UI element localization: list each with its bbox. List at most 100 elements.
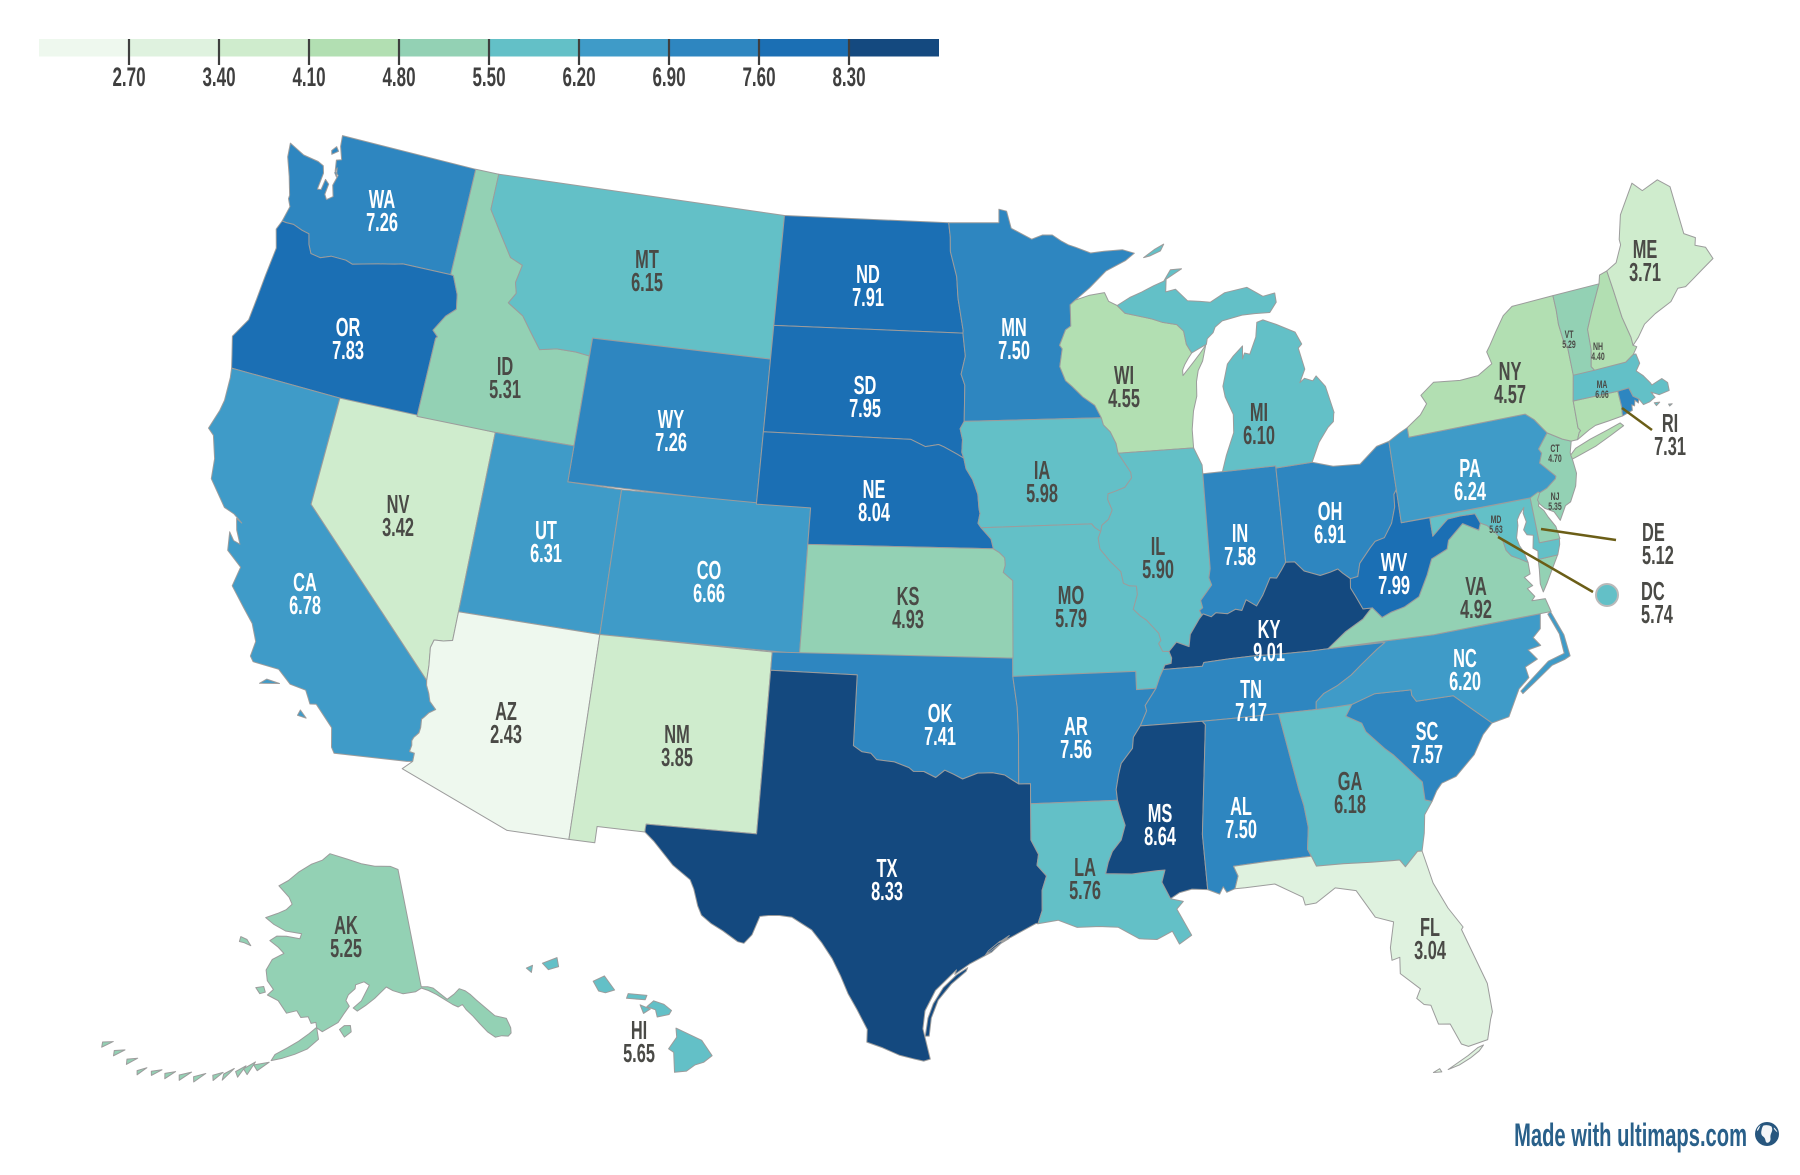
svg-text:OK: OK bbox=[928, 698, 953, 728]
svg-text:4.40: 4.40 bbox=[1591, 350, 1604, 362]
svg-text:3.40: 3.40 bbox=[202, 62, 235, 92]
svg-text:3.71: 3.71 bbox=[1629, 257, 1661, 287]
svg-text:5.76: 5.76 bbox=[1069, 875, 1101, 905]
svg-text:6.24: 6.24 bbox=[1454, 476, 1486, 506]
svg-text:MA: MA bbox=[1597, 378, 1608, 390]
svg-text:7.95: 7.95 bbox=[849, 393, 881, 423]
svg-text:Made with ultimaps.com: Made with ultimaps.com bbox=[1514, 1117, 1747, 1153]
svg-text:4.57: 4.57 bbox=[1494, 379, 1526, 409]
svg-text:RI: RI bbox=[1662, 408, 1678, 438]
svg-text:NC: NC bbox=[1453, 643, 1477, 673]
svg-text:7.17: 7.17 bbox=[1235, 697, 1267, 727]
svg-text:SD: SD bbox=[854, 370, 877, 400]
svg-text:5.31: 5.31 bbox=[489, 374, 521, 404]
svg-text:7.99: 7.99 bbox=[1378, 570, 1410, 600]
svg-text:4.55: 4.55 bbox=[1108, 383, 1140, 413]
svg-text:7.26: 7.26 bbox=[655, 427, 687, 457]
svg-text:7.60: 7.60 bbox=[742, 62, 775, 92]
svg-text:7.50: 7.50 bbox=[1225, 814, 1257, 844]
svg-text:6.78: 6.78 bbox=[289, 590, 321, 620]
svg-text:KS: KS bbox=[897, 581, 920, 611]
svg-text:AZ: AZ bbox=[495, 696, 517, 726]
svg-text:SC: SC bbox=[1416, 716, 1439, 746]
svg-text:IL: IL bbox=[1151, 531, 1166, 561]
svg-text:8.33: 8.33 bbox=[871, 876, 903, 906]
svg-text:7.83: 7.83 bbox=[332, 335, 364, 365]
svg-text:5.65: 5.65 bbox=[623, 1038, 655, 1068]
svg-text:NM: NM bbox=[664, 719, 689, 749]
svg-text:6.90: 6.90 bbox=[652, 62, 685, 92]
svg-text:6.20: 6.20 bbox=[1449, 666, 1481, 696]
svg-text:5.79: 5.79 bbox=[1055, 603, 1087, 633]
svg-text:OR: OR bbox=[336, 312, 361, 342]
svg-text:TN: TN bbox=[1240, 674, 1262, 704]
svg-text:ND: ND bbox=[856, 259, 880, 289]
svg-text:WV: WV bbox=[1381, 547, 1408, 577]
svg-text:PA: PA bbox=[1459, 453, 1481, 483]
svg-text:7.91: 7.91 bbox=[852, 282, 884, 312]
svg-text:CA: CA bbox=[293, 567, 317, 597]
svg-text:5.74: 5.74 bbox=[1641, 599, 1673, 629]
svg-text:5.63: 5.63 bbox=[1489, 523, 1502, 535]
svg-text:MT: MT bbox=[635, 244, 659, 274]
svg-text:AL: AL bbox=[1230, 791, 1252, 821]
svg-text:CT: CT bbox=[1550, 442, 1560, 454]
svg-text:7.50: 7.50 bbox=[998, 335, 1030, 365]
svg-text:4.92: 4.92 bbox=[1460, 594, 1492, 624]
svg-text:6.15: 6.15 bbox=[631, 267, 663, 297]
svg-text:6.10: 6.10 bbox=[1243, 420, 1275, 450]
svg-text:IA: IA bbox=[1034, 455, 1051, 485]
svg-text:MS: MS bbox=[1148, 798, 1173, 828]
svg-text:NJ: NJ bbox=[1551, 490, 1560, 502]
svg-text:CO: CO bbox=[697, 555, 722, 585]
svg-text:7.41: 7.41 bbox=[924, 721, 956, 751]
svg-text:MN: MN bbox=[1001, 312, 1026, 342]
svg-text:AR: AR bbox=[1064, 711, 1088, 741]
svg-text:IN: IN bbox=[1232, 518, 1248, 548]
svg-text:NE: NE bbox=[863, 474, 886, 504]
svg-text:AK: AK bbox=[334, 910, 358, 940]
svg-text:NH: NH bbox=[1593, 340, 1603, 352]
svg-text:4.10: 4.10 bbox=[292, 62, 325, 92]
svg-text:NY: NY bbox=[1499, 356, 1522, 386]
svg-text:6.66: 6.66 bbox=[693, 578, 725, 608]
svg-text:WY: WY bbox=[658, 404, 685, 434]
svg-text:6.31: 6.31 bbox=[530, 538, 562, 568]
svg-text:DC: DC bbox=[1641, 576, 1665, 606]
svg-text:NV: NV bbox=[387, 489, 410, 519]
svg-text:6.06: 6.06 bbox=[1595, 388, 1608, 400]
svg-text:7.58: 7.58 bbox=[1224, 541, 1256, 571]
svg-text:KY: KY bbox=[1258, 614, 1281, 644]
svg-text:6.20: 6.20 bbox=[562, 62, 595, 92]
svg-text:4.80: 4.80 bbox=[382, 62, 415, 92]
svg-text:5.50: 5.50 bbox=[472, 62, 505, 92]
svg-text:4.70: 4.70 bbox=[1548, 452, 1561, 464]
svg-text:UT: UT bbox=[535, 515, 557, 545]
svg-text:5.25: 5.25 bbox=[330, 933, 362, 963]
svg-text:ID: ID bbox=[497, 351, 513, 381]
svg-text:WA: WA bbox=[369, 184, 396, 214]
svg-text:8.30: 8.30 bbox=[832, 62, 865, 92]
svg-text:7.57: 7.57 bbox=[1411, 739, 1443, 769]
svg-text:5.29: 5.29 bbox=[1562, 338, 1575, 350]
svg-text:7.26: 7.26 bbox=[366, 207, 398, 237]
svg-text:5.90: 5.90 bbox=[1142, 554, 1174, 584]
svg-text:HI: HI bbox=[631, 1015, 647, 1045]
svg-text:FL: FL bbox=[1420, 912, 1440, 942]
svg-text:3.85: 3.85 bbox=[661, 742, 693, 772]
svg-text:4.93: 4.93 bbox=[892, 604, 924, 634]
svg-text:MD: MD bbox=[1491, 513, 1502, 525]
svg-text:WI: WI bbox=[1114, 360, 1134, 390]
svg-text:DE: DE bbox=[1642, 517, 1665, 547]
svg-text:5.98: 5.98 bbox=[1026, 478, 1058, 508]
svg-text:2.70: 2.70 bbox=[112, 62, 145, 92]
svg-text:9.01: 9.01 bbox=[1253, 637, 1285, 667]
svg-text:6.91: 6.91 bbox=[1314, 519, 1346, 549]
svg-text:MO: MO bbox=[1058, 580, 1084, 610]
svg-text:2.43: 2.43 bbox=[490, 719, 522, 749]
svg-text:GA: GA bbox=[1338, 766, 1363, 796]
svg-text:ME: ME bbox=[1633, 234, 1658, 264]
svg-text:6.18: 6.18 bbox=[1334, 789, 1366, 819]
svg-text:3.42: 3.42 bbox=[382, 512, 414, 542]
svg-text:7.31: 7.31 bbox=[1654, 431, 1686, 461]
